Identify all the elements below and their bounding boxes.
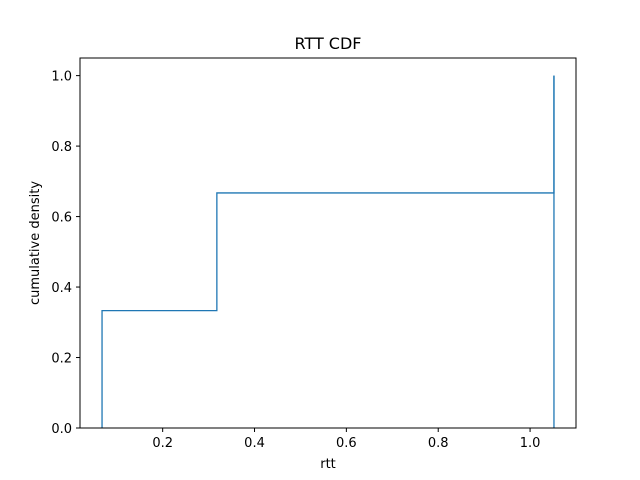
axes-frame — [79, 57, 577, 429]
y-tick-label: 0.8 — [51, 140, 72, 155]
cdf-series-line-0 — [101, 75, 555, 428]
plot-area — [101, 75, 555, 428]
x-tick-label: 0.8 — [428, 436, 449, 451]
y-tick-label: 0.0 — [51, 422, 72, 437]
y-tick-label: 0.4 — [51, 281, 72, 296]
y-axis-ticks: 0.0 0.2 0.4 0.6 0.8 1.0 — [51, 70, 80, 437]
x-axis-label: rtt — [320, 457, 336, 472]
y-axis-label: cumulative density — [28, 181, 43, 305]
x-tick-label: 0.4 — [244, 436, 265, 451]
y-tick-label: 1.0 — [51, 70, 72, 85]
chart-title: RTT CDF — [295, 34, 362, 53]
x-tick-label: 0.6 — [336, 436, 357, 451]
x-tick-label: 0.2 — [152, 436, 173, 451]
y-tick-label: 0.2 — [51, 352, 72, 367]
x-tick-label: 1.0 — [520, 436, 541, 451]
y-tick-label: 0.6 — [51, 211, 72, 226]
x-axis-ticks: 0.2 0.4 0.6 0.8 1.0 — [152, 428, 540, 451]
